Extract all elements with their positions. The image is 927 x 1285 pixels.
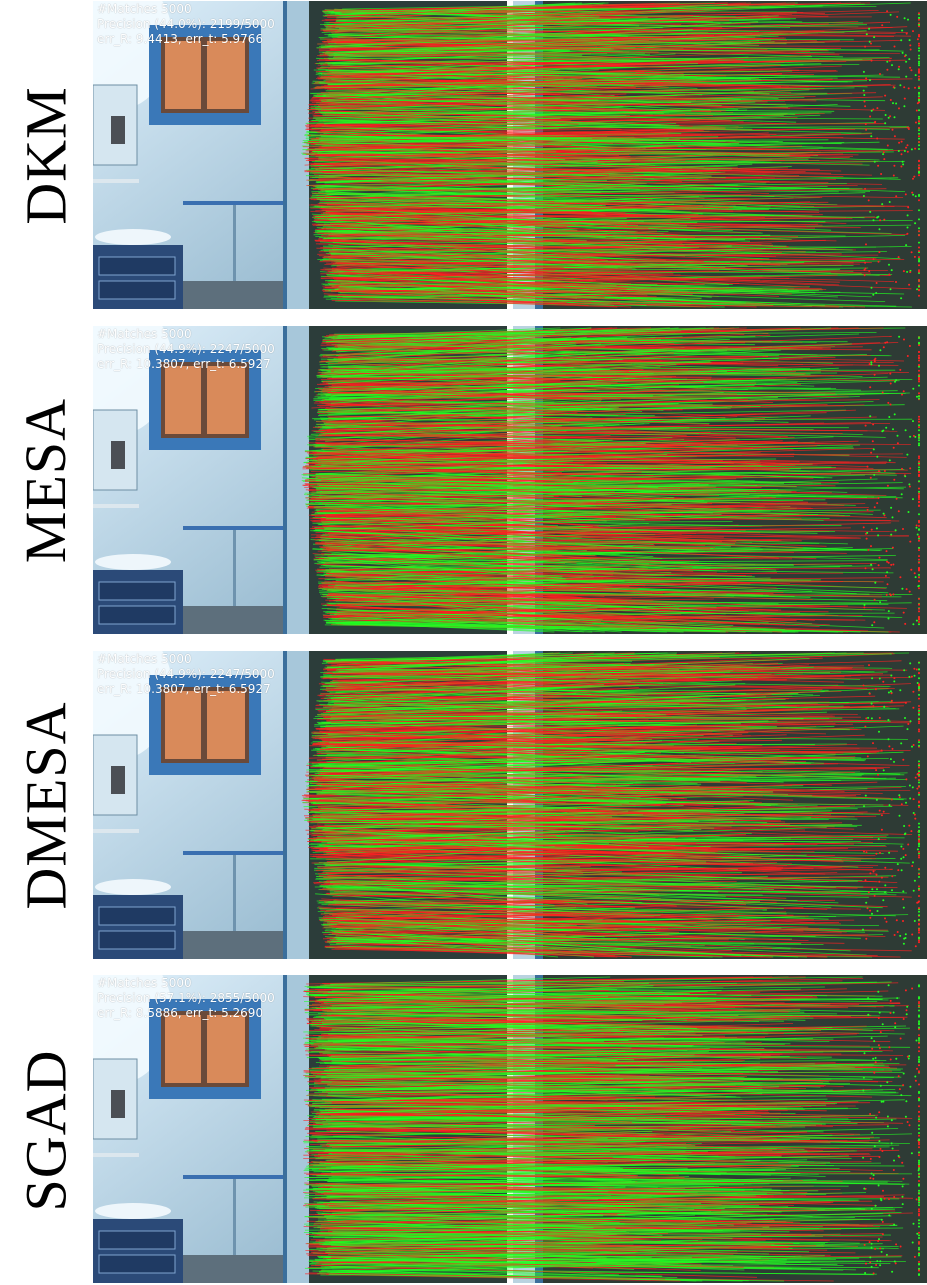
match-panel-dkm: #Matches 5000 Precision (44.0%): 2199/50… — [93, 1, 927, 309]
method-name: DMESA — [13, 700, 79, 910]
method-label-dmesa: DMESA — [0, 650, 92, 960]
stats-box: #Matches 5000 Precision (44.0%): 2199/50… — [97, 2, 275, 47]
precision-text: Precision (44.9%): 2247/5000 — [97, 667, 275, 681]
matches-count: #Matches 5000 — [97, 976, 192, 990]
method-name: SGAD — [13, 1049, 79, 1211]
right-image — [513, 651, 927, 959]
left-image — [93, 651, 507, 959]
matches-count: #Matches 5000 — [97, 2, 192, 16]
error-text: err_R: 10.3807, err_t: 6.5927 — [97, 682, 271, 696]
right-image — [513, 326, 927, 634]
stats-box: #Matches 5000 Precision (57.1%): 2855/50… — [97, 976, 275, 1021]
precision-text: Precision (44.9%): 2247/5000 — [97, 342, 275, 356]
matches-count: #Matches 5000 — [97, 652, 192, 666]
method-label-mesa: MESA — [0, 325, 92, 635]
match-panel-dmesa: #Matches 5000 Precision (44.9%): 2247/50… — [93, 651, 927, 959]
method-label-dkm: DKM — [0, 0, 92, 310]
method-label-sgad: SGAD — [0, 975, 92, 1285]
method-name: DKM — [13, 85, 79, 225]
error-text: err_R: 9.4413, err_t: 5.9766 — [97, 32, 264, 46]
stats-box: #Matches 5000 Precision (44.9%): 2247/50… — [97, 327, 275, 372]
precision-text: Precision (44.0%): 2199/5000 — [97, 17, 275, 31]
stats-box: #Matches 5000 Precision (44.9%): 2247/50… — [97, 652, 275, 697]
precision-text: Precision (57.1%): 2855/5000 — [97, 991, 275, 1005]
match-panel-mesa: #Matches 5000 Precision (44.9%): 2247/50… — [93, 326, 927, 634]
error-text: err_R: 8.5886, err_t: 5.2690 — [97, 1006, 264, 1020]
left-image — [93, 326, 507, 634]
match-panel-sgad: #Matches 5000 Precision (57.1%): 2855/50… — [93, 975, 927, 1283]
left-image — [93, 1, 507, 309]
matches-count: #Matches 5000 — [97, 327, 192, 341]
right-image — [513, 975, 927, 1283]
error-text: err_R: 10.3807, err_t: 6.5927 — [97, 357, 271, 371]
left-image — [93, 975, 507, 1283]
right-image — [513, 1, 927, 309]
method-name: MESA — [13, 397, 79, 563]
